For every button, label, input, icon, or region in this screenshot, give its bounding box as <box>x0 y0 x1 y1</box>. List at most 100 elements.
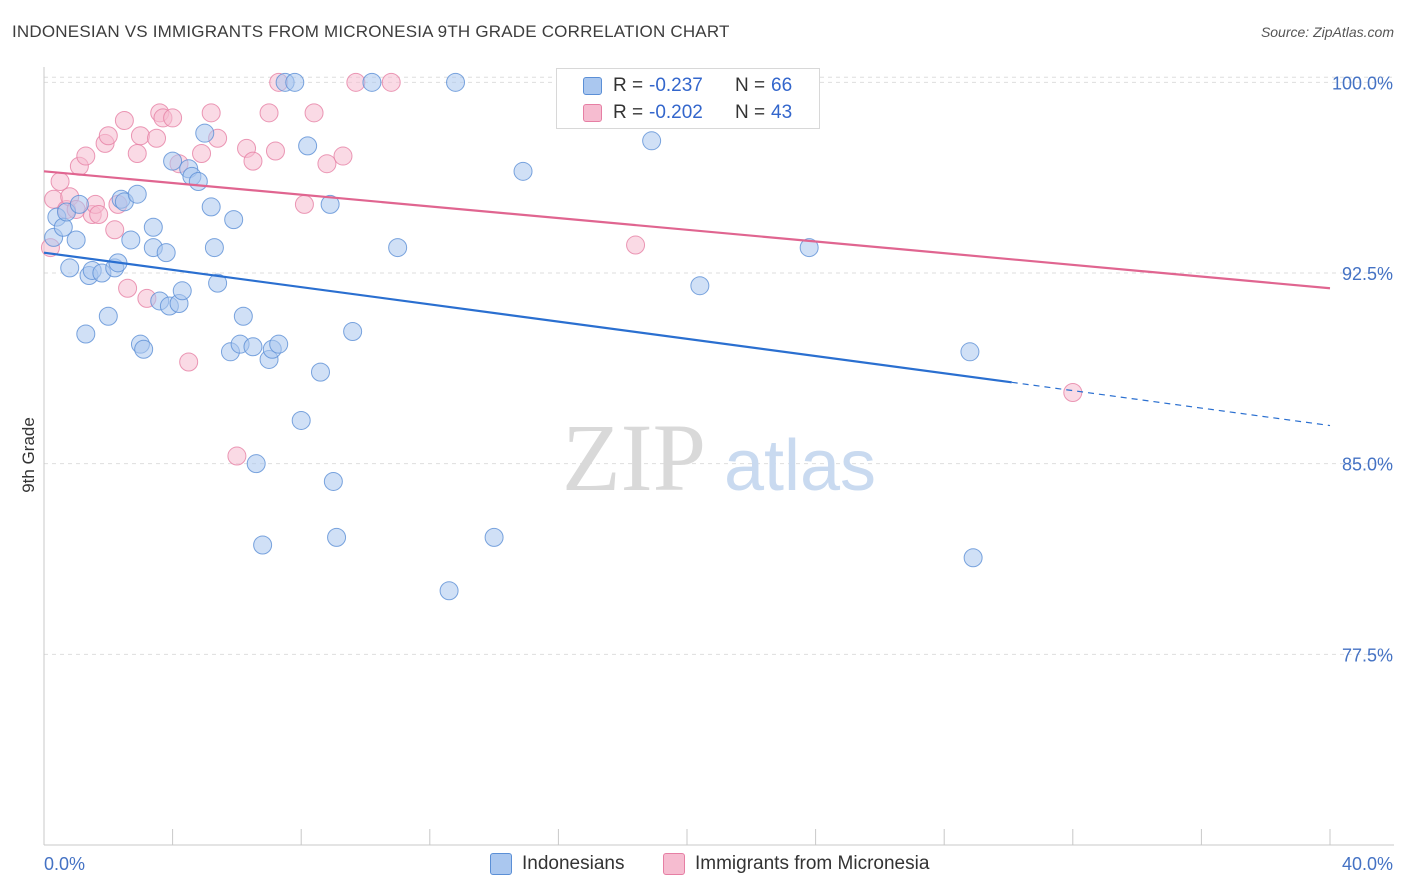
indonesian-point <box>233 306 253 326</box>
indonesian-point <box>484 527 504 547</box>
indonesian-point <box>963 548 983 568</box>
micronesia-point <box>265 141 285 161</box>
indonesian-point <box>327 527 347 547</box>
indonesian-point <box>446 72 466 92</box>
micronesia-point <box>127 144 147 164</box>
legend-label: Immigrants from Micronesia <box>695 853 930 874</box>
x-tick-label: 40.0% <box>1342 854 1393 874</box>
r-label: R = <box>613 75 644 96</box>
watermark-zip: ZIP <box>562 404 706 511</box>
micronesia-point <box>179 352 199 372</box>
indonesian-point <box>60 258 80 278</box>
r-value: -0.237 <box>649 75 703 96</box>
micronesia-point <box>130 126 150 146</box>
n-label: N = <box>735 102 766 123</box>
micronesia-point <box>147 128 167 148</box>
axes <box>43 67 1394 846</box>
indonesian-point <box>201 197 221 217</box>
indonesian-point <box>323 471 343 491</box>
micronesia-point <box>1063 382 1083 402</box>
micronesia-point <box>98 126 118 146</box>
micronesia-point <box>294 194 314 214</box>
micronesia-point <box>76 146 96 166</box>
y-tick-label: 92.5% <box>1342 264 1393 284</box>
trend-lines <box>43 170 1331 427</box>
axis-labels: 77.5% 85.0% 92.5% 100.0% 0.0% 40.0% 9th Grade <box>19 73 1393 874</box>
chart-title: INDONESIAN VS IMMIGRANTS FROM MICRONESIA… <box>12 22 730 41</box>
n-value: 43 <box>771 102 793 123</box>
indonesian-point <box>690 276 710 296</box>
indonesian-point <box>143 217 163 237</box>
indonesian-point <box>253 535 273 555</box>
indonesian-point <box>298 136 318 156</box>
micronesia-point <box>381 72 401 92</box>
indonesian-point <box>960 342 980 362</box>
indonesian-point <box>98 306 118 326</box>
trend-line-indonesians <box>43 251 1012 384</box>
indonesian-point <box>66 230 86 250</box>
indonesian-point <box>204 238 224 258</box>
micronesia-point <box>50 171 70 191</box>
micronesia-point <box>201 103 221 123</box>
micronesia-point <box>317 154 337 174</box>
indonesian-point <box>310 362 330 382</box>
micronesia-point <box>346 72 366 92</box>
micronesia-point <box>114 110 134 130</box>
indonesian-point <box>285 72 305 92</box>
legend-swatch-blue <box>490 853 512 875</box>
indonesian-point <box>69 194 89 214</box>
indonesian-point <box>362 72 382 92</box>
micronesia-point <box>163 108 183 128</box>
micronesia-point <box>259 103 279 123</box>
y-tick-label: 77.5% <box>1342 645 1393 665</box>
indonesian-point <box>127 184 147 204</box>
indonesian-point <box>76 324 96 344</box>
watermark: ZIP atlas <box>562 404 876 511</box>
indonesian-point <box>642 131 662 151</box>
stats-row-micronesia: R = -0.202 N = 43 <box>557 100 819 126</box>
swatch-pink <box>583 104 602 122</box>
micronesia-point <box>192 144 212 164</box>
r-value: -0.202 <box>649 102 703 123</box>
indonesian-point <box>134 339 154 359</box>
indonesian-point <box>163 151 183 171</box>
trend-line-indonesians-extrapolated <box>1011 381 1331 427</box>
y-tick-label: 85.0% <box>1342 455 1393 475</box>
micronesia-point <box>227 446 247 466</box>
n-value: 66 <box>771 75 793 96</box>
indonesian-point <box>269 334 289 354</box>
micronesia-point <box>304 103 324 123</box>
indonesian-point <box>243 337 263 357</box>
legend-label: Indonesians <box>522 853 625 874</box>
indonesian-point <box>320 194 340 214</box>
indonesian-point <box>513 161 533 181</box>
indonesian-point <box>195 123 215 143</box>
r-label: R = <box>613 102 644 123</box>
micronesia-point <box>89 205 109 225</box>
indonesian-point <box>224 210 244 230</box>
micronesia-point <box>105 220 125 240</box>
x-tick-label: 0.0% <box>44 854 85 874</box>
indonesian-point <box>156 243 176 263</box>
indonesian-point <box>388 238 408 258</box>
micronesia-point <box>243 151 263 171</box>
watermark-atlas: atlas <box>724 426 876 506</box>
indonesian-point <box>208 273 228 293</box>
indonesian-point <box>172 281 192 301</box>
micronesia-point <box>333 146 353 166</box>
indonesian-point <box>188 171 208 191</box>
legend-swatch-pink <box>663 853 685 875</box>
indonesian-point <box>439 581 459 601</box>
n-label: N = <box>735 75 766 96</box>
indonesian-point <box>246 454 266 474</box>
trend-line-micronesia <box>43 170 1331 290</box>
indonesian-point <box>799 238 819 258</box>
stats-row-indonesians: R = -0.237 N = 66 <box>557 73 819 99</box>
indonesian-point <box>291 410 311 430</box>
source-label: Source: ZipAtlas.com <box>1260 24 1394 40</box>
y-tick-label: 100.0% <box>1332 73 1393 93</box>
series-indonesians <box>44 72 983 601</box>
indonesian-point <box>343 321 363 341</box>
indonesian-point <box>121 230 141 250</box>
